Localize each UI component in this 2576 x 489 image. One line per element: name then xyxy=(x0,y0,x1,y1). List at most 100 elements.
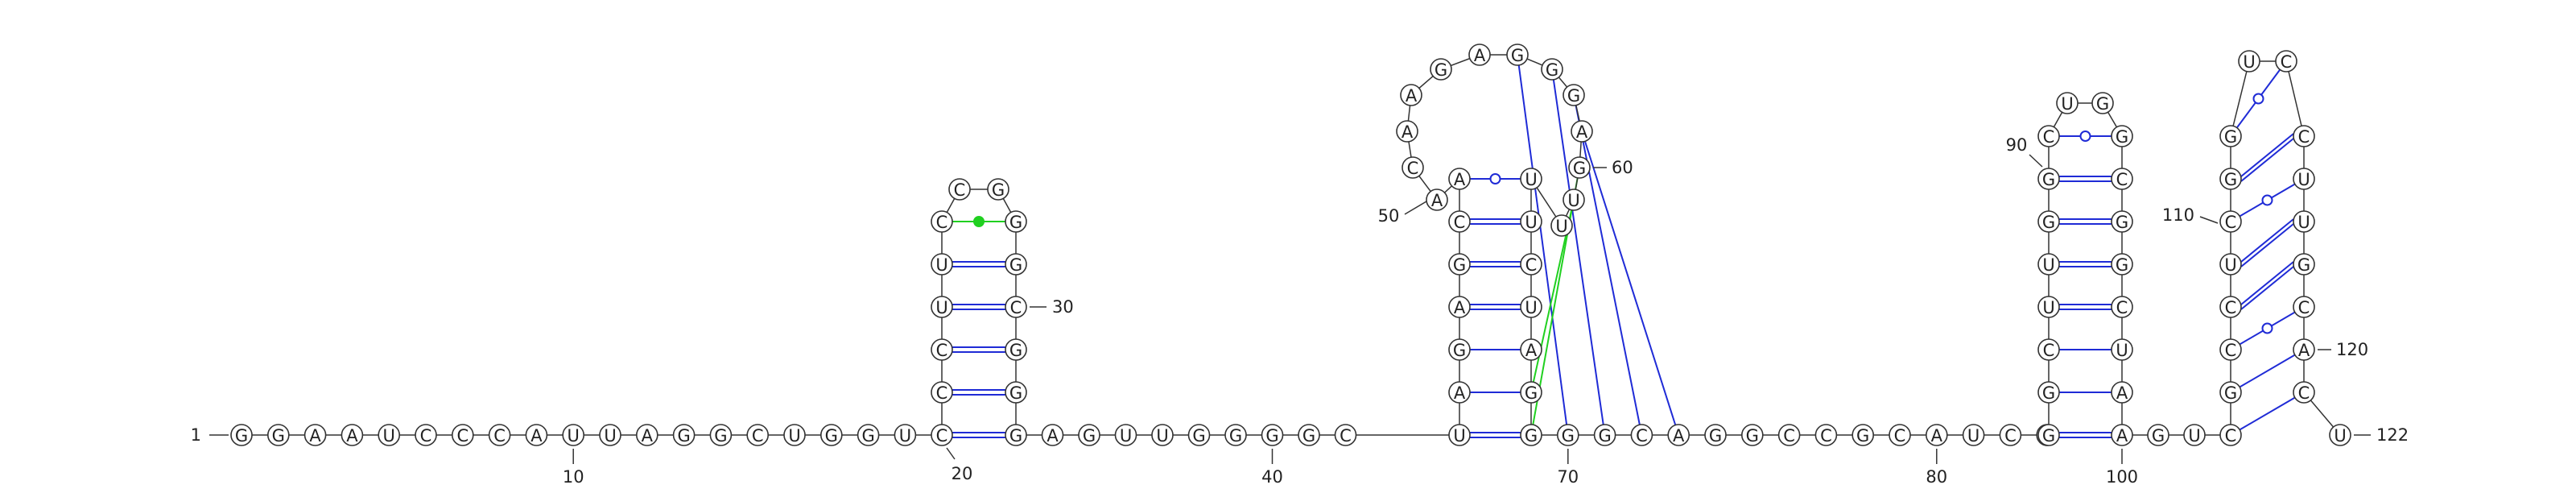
nucleotide-circle xyxy=(1777,424,1801,446)
nucleotide-letter: A xyxy=(642,426,654,445)
nucleotide: C xyxy=(1402,156,1424,179)
nucleotide: C xyxy=(2293,125,2315,147)
nucleotide: C xyxy=(931,338,953,361)
nucleotide: A xyxy=(635,424,658,446)
nucleotide-letter: C xyxy=(936,341,948,360)
nucleotide: A xyxy=(2293,338,2315,361)
base-pair-line xyxy=(1581,131,1680,436)
nucleotide-letter: C xyxy=(1454,213,1466,232)
nucleotide-letter: A xyxy=(309,426,321,445)
nucleotide: C xyxy=(931,381,953,404)
nucleotide-circle xyxy=(1563,189,1585,211)
nucleotide-letter: G xyxy=(714,426,727,445)
nucleotide-circle xyxy=(1261,424,1284,446)
nucleotide: A xyxy=(1400,84,1422,106)
nucleotide: C xyxy=(1005,296,1027,318)
nucleotide-letter: G xyxy=(825,426,838,445)
nucleotide-circle xyxy=(1926,424,1948,446)
nucleotide-circle xyxy=(1224,424,1247,446)
backbone xyxy=(242,54,2341,436)
numbering-label: 10 xyxy=(563,467,584,487)
nucleotide: G xyxy=(2147,424,2169,446)
nucleotide: U xyxy=(931,296,953,318)
nucleotide-letter: C xyxy=(1636,426,1648,445)
nucleotide: G xyxy=(1224,424,1247,446)
nucleotide-letter: U xyxy=(1453,426,1465,445)
nucleotide-circle xyxy=(1520,253,1542,276)
nucleotide-letter: A xyxy=(530,426,543,445)
nucleotide-circle xyxy=(1400,84,1422,106)
nucleotide: C xyxy=(931,210,953,233)
nucleotide-circle xyxy=(2219,125,2242,147)
nucleotide-circle xyxy=(1814,424,1838,446)
nucleotide: A xyxy=(1448,381,1471,404)
nucleotide-letter: C xyxy=(1894,426,1906,445)
numbering-label: 110 xyxy=(2162,205,2194,225)
nucleotide-letter: A xyxy=(346,426,358,445)
backbone-path xyxy=(242,54,2341,436)
nucleotide-letter: C xyxy=(2043,127,2055,147)
nucleotide: C xyxy=(2037,125,2060,147)
nucleotide-letter: U xyxy=(604,426,616,445)
nucleotide-circle xyxy=(2111,168,2133,190)
nucleotide: U xyxy=(1520,296,1542,318)
nucleotide-circle xyxy=(1550,214,1573,237)
nucleotide: A xyxy=(1448,296,1471,318)
nucleotide: G xyxy=(1448,338,1471,361)
nucleotide-letter: A xyxy=(1454,170,1466,189)
nucleotide-letter: G xyxy=(1567,86,1580,106)
nucleotide-circle xyxy=(2238,50,2260,73)
nucleotide-circle xyxy=(987,178,1009,201)
nucleotide-circle xyxy=(2275,50,2297,73)
nucleotide-letter: G xyxy=(1453,341,1466,360)
nucleotide: U xyxy=(2037,296,2060,318)
nucleotide-letter: G xyxy=(1856,426,1869,445)
nucleotide-letter: C xyxy=(420,426,432,445)
nucleotide-circle xyxy=(2111,125,2133,147)
nucleotide-circle xyxy=(2111,253,2133,276)
nucleotide: A xyxy=(1448,168,1471,190)
nucleotide-letter: C xyxy=(2281,52,2293,72)
numbering-label: 80 xyxy=(1926,467,1947,487)
nucleotide: U xyxy=(2329,424,2351,446)
nucleotide-circle xyxy=(1962,424,1985,446)
numbering-tick xyxy=(1404,201,1427,215)
nucleotide: C xyxy=(2219,338,2242,361)
nucleotide-circle xyxy=(931,210,953,233)
nucleotide: C xyxy=(2275,50,2297,73)
nucleotide: A xyxy=(303,424,327,446)
nucleotide-circle xyxy=(2037,125,2060,147)
nucleotide-circle xyxy=(1334,424,1357,446)
nucleotide-circle xyxy=(1448,338,1471,361)
nucleotide: C xyxy=(1999,424,2022,446)
nucleotide: U xyxy=(2238,50,2260,73)
nucleotide-letter: U xyxy=(568,426,580,445)
nucleotide-letter: C xyxy=(2298,383,2310,403)
nucleotide: A xyxy=(2111,424,2133,446)
nucleotide: G xyxy=(1005,210,1027,233)
nucleotide-letter: G xyxy=(1435,60,1447,80)
nucleotide-circle xyxy=(599,424,621,446)
nucleotide-letter: C xyxy=(936,213,948,232)
nucleotide: U xyxy=(2111,338,2133,361)
nucleotide-letter: G xyxy=(1009,255,1022,275)
nucleotide-circle xyxy=(2037,168,2060,190)
numbering-label: 20 xyxy=(952,464,973,483)
nucleotide-circle xyxy=(2183,424,2206,446)
nucleotide-letter: G xyxy=(1525,426,1538,445)
numbering-label: 40 xyxy=(1261,467,1283,487)
nucleotide: G xyxy=(1187,424,1211,446)
nucleotide-letter: U xyxy=(2297,170,2310,189)
nucleotide: C xyxy=(746,424,770,446)
nucleotide-letter: G xyxy=(1746,426,1759,445)
nucleotide: G xyxy=(2091,92,2114,114)
numbering-label: 30 xyxy=(1052,297,1074,317)
nucleotide-letter: A xyxy=(1474,46,1486,65)
nucleotide-letter: G xyxy=(2096,94,2109,114)
nucleotide: A xyxy=(1520,338,1542,361)
nucleotide-letter: G xyxy=(992,180,1005,200)
numbering-label: 122 xyxy=(2376,425,2409,445)
nucleotide: C xyxy=(2219,424,2242,446)
nucleotide-letter: C xyxy=(1340,426,1352,445)
